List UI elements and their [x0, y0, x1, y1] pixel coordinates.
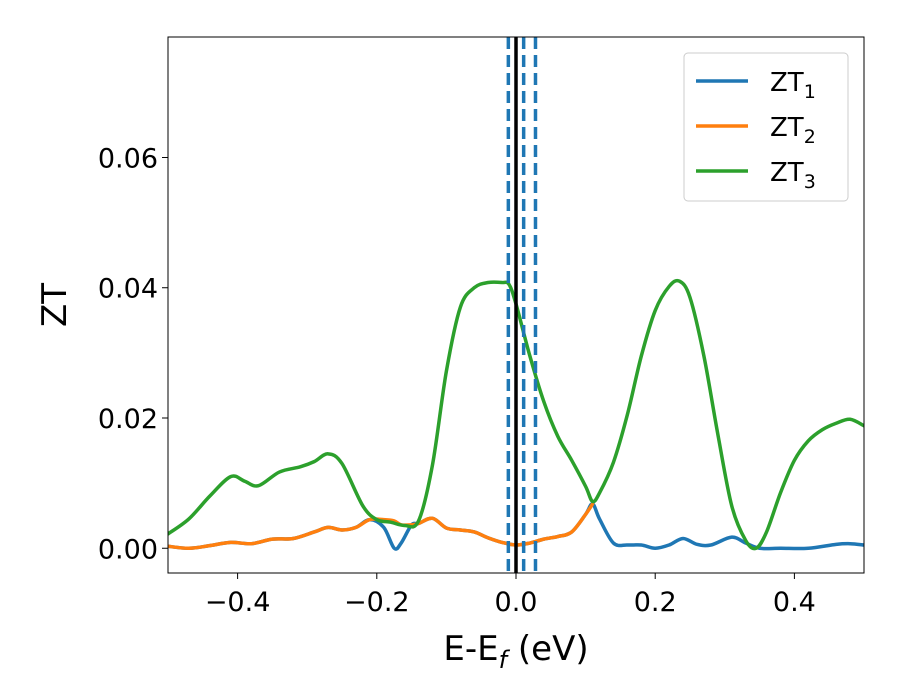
legend-box [683, 52, 849, 202]
y-tick-label: 0.04 [98, 274, 158, 305]
y-axis: 0.00 0.02 0.04 0.06 [98, 143, 168, 565]
legend-label: ZT3 [770, 158, 816, 193]
x-tick-label: −0.2 [344, 587, 410, 618]
x-tick-label: 0.0 [495, 587, 538, 618]
y-axis-title: ZT [35, 283, 75, 327]
legend-label: ZT2 [770, 113, 816, 148]
legend-label: ZT1 [770, 68, 816, 103]
x-axis-title: E-Ef (eV) [443, 629, 588, 674]
x-tick-label: 0.4 [773, 587, 816, 618]
y-tick-label: 0.06 [98, 143, 158, 174]
x-tick-label: −0.4 [205, 587, 271, 618]
x-axis: −0.4 −0.2 0.0 0.2 0.4 [205, 573, 816, 618]
x-tick-label: 0.2 [634, 587, 677, 618]
vertical-lines-layer [506, 37, 538, 573]
legend: ZT1 ZT2 ZT3 [683, 52, 849, 202]
series-line-zt3 [168, 278, 864, 551]
y-tick-label: 0.00 [98, 534, 158, 565]
y-tick-label: 0.02 [98, 404, 158, 435]
